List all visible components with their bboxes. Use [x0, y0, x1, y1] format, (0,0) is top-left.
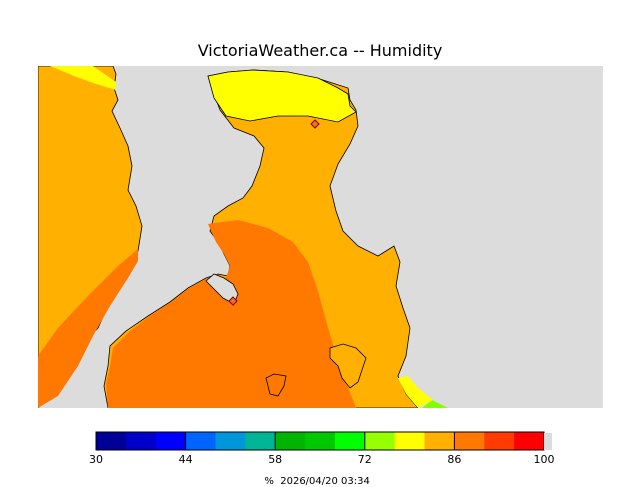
legend-swatch: [275, 432, 306, 450]
legend-end-cap: [544, 433, 552, 450]
unit-label: %: [264, 476, 274, 487]
legend-swatch: [394, 432, 426, 450]
legend-swatch: [215, 432, 246, 450]
humidity-map: [38, 66, 603, 408]
southeast-yellow-strip: [398, 376, 433, 408]
legend-tick-label: 86: [447, 453, 462, 466]
legend-swatch: [454, 432, 485, 450]
station-victoria-marker: [228, 296, 238, 306]
south-dark-orange-zone: [106, 220, 356, 408]
sidney-island: [329, 343, 367, 389]
saanich-inlet: [205, 273, 239, 305]
legend-swatch: [245, 432, 276, 450]
legend-swatch: [364, 432, 396, 450]
northwest-yellow-patch: [50, 66, 116, 90]
station-north-marker: [310, 119, 320, 129]
legend-tick-label: 30: [89, 453, 103, 466]
small-island: [265, 373, 287, 397]
legend-tick-label: 72: [357, 453, 372, 466]
legend-swatch: [305, 432, 336, 450]
legend-caption: % 2026/04/20 03:34: [258, 465, 370, 487]
legend-swatch: [514, 432, 545, 450]
legend-tick-label: 100: [533, 453, 555, 466]
legend-swatch: [125, 432, 157, 450]
legend-swatch: [96, 432, 127, 450]
legend-swatch: [155, 432, 187, 450]
legend-swatch: [185, 432, 216, 450]
legend-tick-label: 44: [178, 453, 193, 466]
west-land-dark-orange: [38, 249, 138, 408]
southeast-green-patch: [422, 400, 448, 408]
legend-tick-label: 58: [268, 453, 283, 466]
north-yellow-zone: [207, 69, 357, 123]
legend-swatch: [424, 432, 455, 450]
timestamp-label: 2026/04/20 03:34: [280, 476, 370, 487]
legend-swatch: [484, 432, 515, 450]
page-title: VictoriaWeather.ca -- Humidity: [197, 41, 443, 60]
legend-swatch: [334, 432, 366, 450]
